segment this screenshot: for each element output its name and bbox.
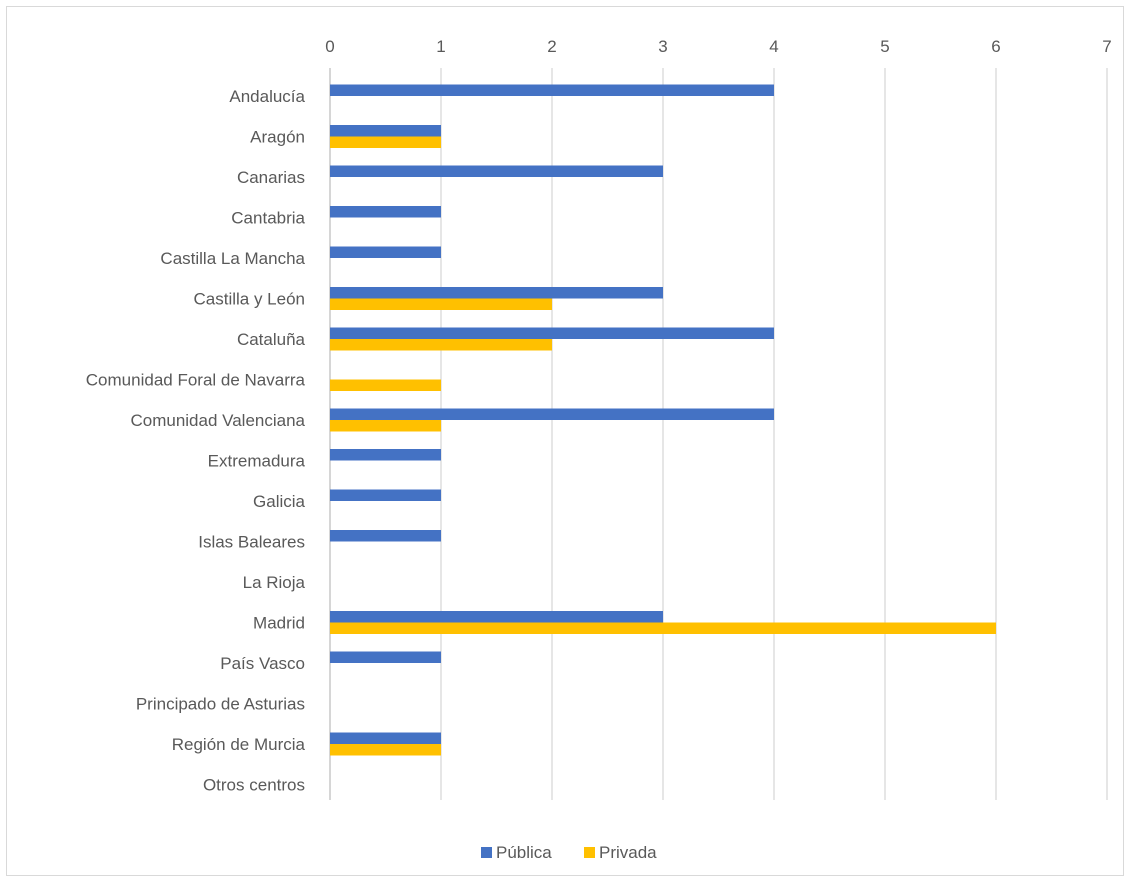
category-label: País Vasco <box>220 654 305 673</box>
category-label: Andalucía <box>229 87 305 106</box>
x-tick-label: 4 <box>769 37 778 56</box>
x-tick-label: 3 <box>658 37 667 56</box>
gridlines <box>329 68 1108 800</box>
bar-publica <box>330 530 441 542</box>
bar-publica <box>330 408 774 420</box>
bars <box>330 84 996 756</box>
legend[interactable]: Pública Privada <box>481 843 657 862</box>
bar-publica <box>330 327 774 339</box>
bar-publica <box>330 611 663 623</box>
category-label: Otros centros <box>203 776 305 795</box>
bar-publica <box>330 84 774 96</box>
bar-publica <box>330 449 441 461</box>
category-label: Cataluña <box>237 330 306 349</box>
bar-publica <box>330 287 663 299</box>
bar-privada <box>330 379 441 391</box>
category-label: Castilla y León <box>193 290 305 309</box>
x-tick-label: 2 <box>547 37 556 56</box>
category-label: Galicia <box>253 492 306 511</box>
x-tick-label: 5 <box>880 37 889 56</box>
category-labels: Andalucía Aragón Canarias Cantabria Castilla… <box>86 87 306 795</box>
category-label: Islas Baleares <box>198 533 305 552</box>
bar-privada <box>330 339 552 351</box>
legend-label[interactable]: Privada <box>599 843 657 862</box>
legend-label[interactable]: Pública <box>496 843 552 862</box>
legend-swatch <box>584 847 595 858</box>
legend-swatch <box>481 847 492 858</box>
x-tick-label: 7 <box>1102 37 1111 56</box>
bar-privada <box>330 136 441 148</box>
bar-publica <box>330 651 441 663</box>
category-label: Extremadura <box>208 452 306 471</box>
category-label: La Rioja <box>243 573 306 592</box>
category-label: Comunidad Foral de Navarra <box>86 371 306 390</box>
category-label: Región de Murcia <box>172 735 306 754</box>
category-label: Comunidad Valenciana <box>130 411 305 430</box>
bar-publica <box>330 206 441 218</box>
bar-privada <box>330 298 552 310</box>
bar-publica <box>330 732 441 744</box>
category-label: Madrid <box>253 614 305 633</box>
category-label: Cantabria <box>231 209 305 228</box>
category-label: Principado de Asturias <box>136 695 305 714</box>
category-label: Castilla La Mancha <box>160 249 305 268</box>
bar-publica <box>330 125 441 137</box>
x-tick-label: 6 <box>991 37 1000 56</box>
bar-privada <box>330 420 441 432</box>
x-axis-ticks: 0 1 2 3 4 5 6 7 <box>325 37 1111 56</box>
bar-publica <box>330 246 441 258</box>
bar-privada <box>330 622 996 634</box>
chart-frame <box>6 6 1124 876</box>
x-tick-label: 0 <box>325 37 334 56</box>
bar-privada <box>330 744 441 756</box>
category-label: Canarias <box>237 168 305 187</box>
bar-publica <box>330 165 663 177</box>
x-tick-label: 1 <box>436 37 445 56</box>
bar-publica <box>330 489 441 501</box>
category-label: Aragón <box>250 128 305 147</box>
